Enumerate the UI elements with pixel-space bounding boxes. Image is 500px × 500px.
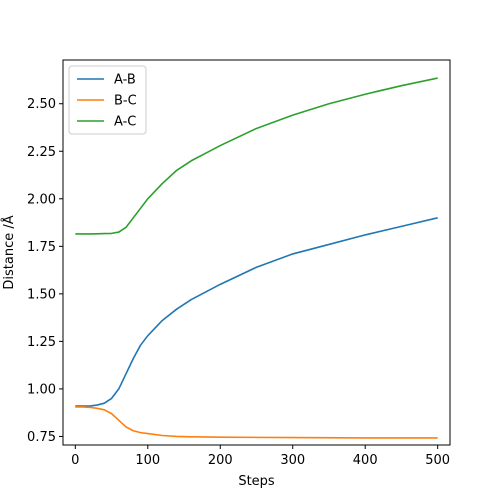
x-axis-ticks: 0 100 200 300 400 500 xyxy=(71,445,450,468)
series-line-b-c xyxy=(75,406,438,439)
x-tick-label: 100 xyxy=(135,453,160,468)
y-tick-label: 1.25 xyxy=(27,335,56,350)
x-tick-label: 500 xyxy=(425,453,450,468)
y-axis-label: Distance /Å xyxy=(1,215,17,289)
series-layer xyxy=(75,77,438,439)
y-tick-label: 2.25 xyxy=(27,145,56,160)
legend-label: A-B xyxy=(114,73,136,88)
x-tick-label: 0 xyxy=(71,453,79,468)
plot-frame xyxy=(62,59,451,446)
series-line-a-b xyxy=(75,217,438,407)
y-tick-label: 1.00 xyxy=(27,382,56,397)
y-tick-label: 2.50 xyxy=(27,97,56,112)
y-tick-label: 0.75 xyxy=(27,430,56,445)
legend-box xyxy=(68,65,147,135)
y-tick-label: 1.75 xyxy=(27,240,56,255)
x-tick-label: 200 xyxy=(208,453,233,468)
legend: A-B B-C A-C xyxy=(68,65,147,135)
y-tick-label: 1.50 xyxy=(27,287,56,302)
x-axis-label: Steps xyxy=(238,474,275,489)
legend-label: B-C xyxy=(114,94,137,109)
y-axis-ticks: 0.75 1.00 1.25 1.50 1.75 2.00 2.25 2.50 xyxy=(27,97,63,445)
series-line-a-c xyxy=(75,77,438,235)
x-tick-label: 400 xyxy=(353,453,378,468)
y-tick-label: 2.00 xyxy=(27,192,56,207)
x-tick-label: 300 xyxy=(280,453,305,468)
legend-label: A-C xyxy=(114,115,136,130)
